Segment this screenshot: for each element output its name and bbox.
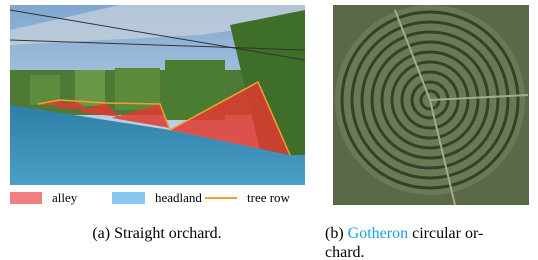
caption: chard.: [325, 244, 365, 260]
caption-label: (a): [92, 225, 110, 242]
caption: (a) Straight orchard.: [92, 225, 221, 242]
straight-orchard-image: [10, 5, 305, 185]
legend-swatch: [112, 192, 145, 204]
figure: alley headland tree row (a) Straight orc…: [0, 0, 538, 260]
legend-label: alley: [52, 190, 78, 205]
caption-link[interactable]: Gotheron: [348, 225, 408, 242]
caption-label: (b): [325, 225, 344, 242]
circular-orchard-image: [333, 5, 529, 205]
legend-swatch: [10, 192, 42, 204]
caption-text: Straight orchard.: [114, 225, 222, 242]
legend-label: headland: [155, 190, 202, 205]
caption: (b) Gotheron circular or-: [325, 225, 483, 242]
legend-label: tree row: [247, 190, 291, 205]
caption-text: circular or-: [412, 225, 483, 242]
